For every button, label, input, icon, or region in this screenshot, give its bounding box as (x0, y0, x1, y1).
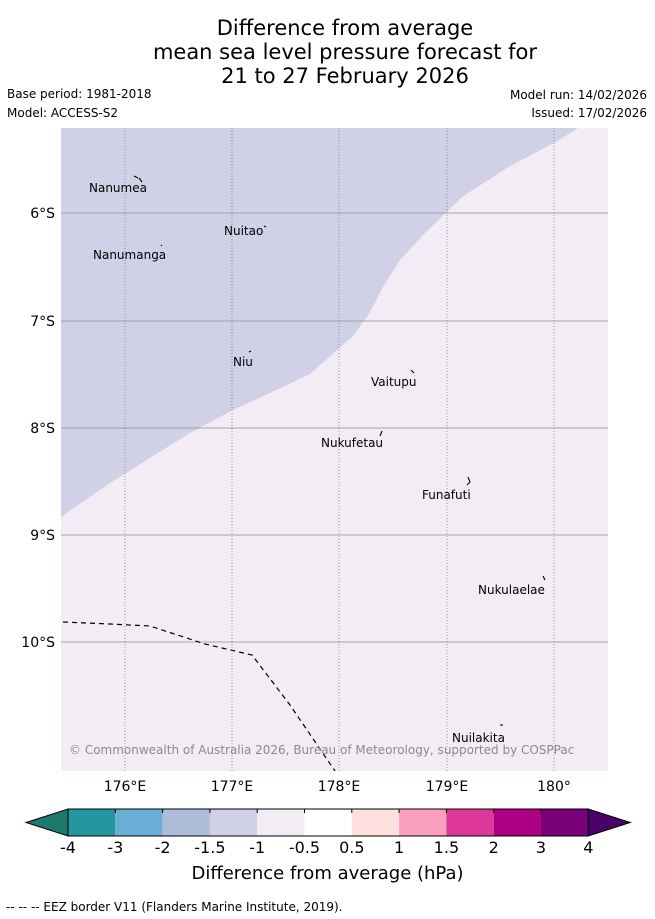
colorbar-extension-low (24, 808, 69, 837)
island-label-niu: Niu (233, 355, 253, 369)
lon-label: 179°E (426, 779, 469, 795)
island-label-nanumanga: Nanumanga (93, 248, 166, 262)
island-label-funafuti: Funafuti (422, 488, 471, 502)
colorbar-tick-label: 4 (583, 838, 593, 857)
colorbar: -4 -3 -2 -1.5 -1 -0.5 0.5 1 1.5 2 3 4 (24, 808, 632, 857)
island-label-nanumea: Nanumea (89, 181, 147, 195)
colorbar-tick-label: -1.5 (194, 838, 225, 857)
title-line-2: mean sea level pressure forecast for (152, 40, 538, 64)
graticule (61, 128, 608, 771)
map-area: Nanumea Nuitao Nanumanga Niu Vaitupu Nuk… (61, 128, 608, 771)
colorbar-tick-label: -2 (155, 838, 171, 857)
title-line-1: Difference from average (216, 16, 474, 40)
latitude-labels: 6°S 7°S 8°S 9°S 10°S (21, 206, 55, 651)
island-labels: Nanumea Nuitao Nanumanga Niu Vaitupu Nuk… (89, 181, 545, 745)
region-minus-1-5-to-minus-1 (61, 128, 578, 517)
lat-label: 7°S (30, 314, 55, 330)
lon-label: 177°E (211, 779, 254, 795)
model-run-label: Model run: 14/02/2026 (509, 88, 647, 102)
longitude-labels: 176°E 177°E 178°E 179°E 180° (104, 779, 571, 795)
island-label-nuitao: Nuitao (224, 224, 263, 238)
island-label-nuilakita: Nuilakita (452, 731, 505, 745)
eez-border (62, 621, 336, 771)
colorbar-segment (493, 809, 541, 836)
colorbar-tick-label: 3 (536, 838, 546, 857)
colorbar-tick-label: 1.5 (434, 838, 459, 857)
island-shapes (133, 175, 546, 726)
base-period-label: Base period: 1981-2018 (7, 87, 152, 101)
colorbar-tick-label: -1 (249, 838, 265, 857)
colorbar-segment (162, 809, 210, 836)
colorbar-tick-label: 0.5 (339, 838, 364, 857)
lon-label: 176°E (104, 779, 147, 795)
lat-label: 6°S (30, 206, 55, 222)
lon-label: 178°E (318, 779, 361, 795)
colorbar-tick-label: 2 (489, 838, 499, 857)
issued-label: Issued: 17/02/2026 (531, 106, 647, 120)
island-label-vaitupu: Vaitupu (371, 375, 417, 389)
colorbar-outline (67, 808, 589, 837)
colorbar-segment (446, 809, 494, 836)
lat-label: 9°S (30, 528, 55, 544)
colorbar-tick-label: 1 (394, 838, 404, 857)
lat-label: 10°S (21, 635, 55, 651)
colorbar-segment (351, 809, 400, 836)
lat-label: 8°S (30, 421, 55, 437)
eez-legend-note: -- -- -- EEZ border V11 (Flanders Marine… (6, 900, 343, 914)
title-line-3: 21 to 27 February 2026 (221, 64, 469, 88)
colorbar-tick-label: -4 (60, 838, 76, 857)
lon-label: 180° (537, 779, 571, 795)
island-label-nukulaelae: Nukulaelae (478, 583, 545, 597)
colorbar-segment (541, 809, 589, 836)
colorbar-label: Difference from average (hPa) (191, 863, 464, 884)
model-label: Model: ACCESS-S2 (7, 106, 119, 120)
colorbar-tick-label: -3 (107, 838, 123, 857)
colorbar-segment (257, 809, 305, 836)
colorbar-extension-high (587, 808, 632, 837)
island-label-nukufetau: Nukufetau (321, 436, 383, 450)
colorbar-segment (399, 809, 447, 836)
chart-title: Difference from average mean sea level p… (0, 16, 655, 88)
colorbar-segment (115, 809, 163, 836)
colorbar-segment (68, 809, 116, 836)
colorbar-segment (304, 809, 352, 836)
copyright-notice: © Commonwealth of Australia 2026, Bureau… (69, 743, 574, 757)
colorbar-tick-label: -0.5 (289, 838, 320, 857)
colorbar-segment (209, 809, 258, 836)
